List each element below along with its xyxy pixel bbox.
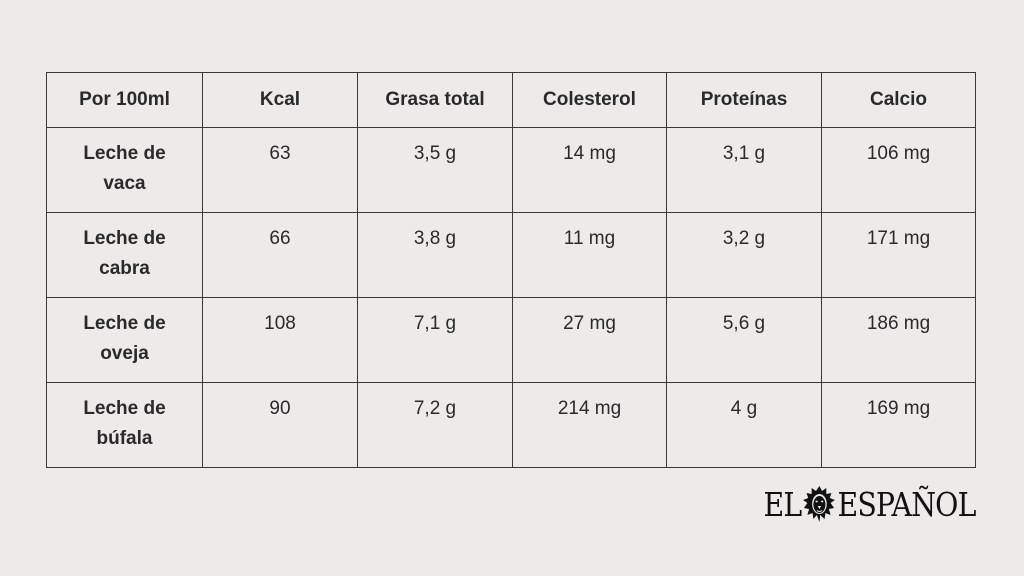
cell-colesterol: 14 mg [512, 127, 667, 213]
row-label-line2: oveja [100, 343, 149, 364]
logo-text-el: EL [763, 484, 803, 524]
table-row: Leche de cabra 66 3,8 g 11 mg 3,2 g 171 m… [46, 212, 976, 298]
row-label: Leche de vaca [46, 127, 203, 213]
table-header-row: Por 100ml Kcal Grasa total Colesterol Pr… [46, 72, 976, 128]
cell-colesterol: 11 mg [512, 212, 667, 298]
cell-proteinas: 5,6 g [666, 297, 822, 383]
cell-calcio: 106 mg [821, 127, 976, 213]
row-label-line1: Leche de [83, 313, 166, 334]
row-label: Leche de búfala [46, 382, 203, 468]
el-espanol-logo: EL ESPAÑOL [763, 484, 977, 524]
cell-grasa: 3,8 g [357, 212, 513, 298]
cell-grasa: 3,5 g [357, 127, 513, 213]
cell-proteinas: 4 g [666, 382, 822, 468]
row-label-line2: búfala [96, 428, 153, 449]
lion-icon [803, 485, 837, 523]
header-colesterol: Colesterol [512, 72, 667, 128]
row-label: Leche de oveja [46, 297, 203, 383]
row-label-line1: Leche de [83, 398, 166, 419]
cell-calcio: 169 mg [821, 382, 976, 468]
header-proteinas: Proteínas [666, 72, 822, 128]
row-label: Leche de cabra [46, 212, 203, 298]
cell-colesterol: 214 mg [512, 382, 667, 468]
cell-proteinas: 3,2 g [666, 212, 822, 298]
header-por-100ml: Por 100ml [46, 72, 203, 128]
header-kcal: Kcal [202, 72, 358, 128]
table-row: Leche de búfala 90 7,2 g 214 mg 4 g 169 m… [46, 382, 976, 468]
cell-grasa: 7,2 g [357, 382, 513, 468]
table-row: Leche de vaca 63 3,5 g 14 mg 3,1 g 106 mg [46, 127, 976, 213]
header-grasa-total: Grasa total [357, 72, 513, 128]
cell-kcal: 90 [202, 382, 358, 468]
row-label-line1: Leche de [83, 228, 166, 249]
row-label-line2: vaca [103, 173, 146, 194]
cell-kcal: 108 [202, 297, 358, 383]
nutrition-table: Por 100ml Kcal Grasa total Colesterol Pr… [46, 72, 976, 468]
header-calcio: Calcio [821, 72, 976, 128]
cell-calcio: 186 mg [821, 297, 976, 383]
cell-colesterol: 27 mg [512, 297, 667, 383]
row-label-line1: Leche de [83, 143, 166, 164]
cell-kcal: 66 [202, 212, 358, 298]
cell-calcio: 171 mg [821, 212, 976, 298]
row-label-line2: cabra [99, 258, 150, 279]
table-row: Leche de oveja 108 7,1 g 27 mg 5,6 g 186 … [46, 297, 976, 383]
cell-proteinas: 3,1 g [666, 127, 822, 213]
cell-kcal: 63 [202, 127, 358, 213]
logo-text-espanol: ESPAÑOL [837, 484, 977, 524]
cell-grasa: 7,1 g [357, 297, 513, 383]
